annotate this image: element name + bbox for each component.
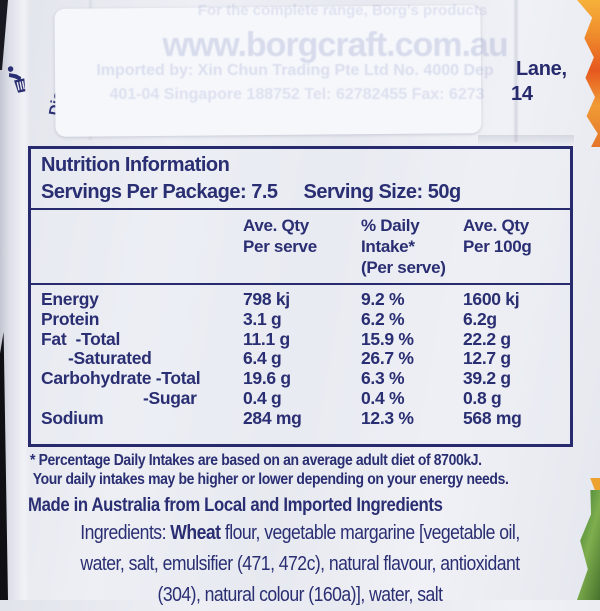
panel-title: Nutrition Information xyxy=(41,154,230,176)
table-row-energy: Energy 798 kj 9.2 % 1600 kj xyxy=(41,289,520,309)
flame-artwork xyxy=(577,0,600,147)
faded-print-website: www.borgcraft.com.au xyxy=(162,26,508,64)
nutrition-information-panel: Nutrition Information Servings Per Packa… xyxy=(28,146,573,447)
table-row-fat-total: Fat -Total 11.1 g 15.9 % 22.2 g xyxy=(41,328,511,349)
table-row-carbohydrate-sugar: -Sugar 0.4 g 0.4 % 0.8 g xyxy=(143,387,502,408)
table-row-carbohydrate-total: Carbohydrate -Total 19.6 g 6.3 % 39.2 g xyxy=(41,368,511,389)
faded-print-address: 401-04 Singapore 188752 Tel: 62782455 Fa… xyxy=(109,86,485,103)
artwork-orange-sliver xyxy=(590,478,600,498)
tidyman-icon xyxy=(3,62,32,101)
panel-header: Nutrition Information Servings Per Packa… xyxy=(31,149,570,208)
ingredients-line-3: (304), natural colour (160a)], water, sa… xyxy=(157,584,443,606)
package-fold-shadow xyxy=(478,135,574,146)
column-headers: Ave. Qty Per serve % Daily Intake* (Per … xyxy=(31,210,570,283)
column-header-spacer xyxy=(31,215,243,283)
daily-intake-footnote: * Percentage Daily Intakes are based on … xyxy=(30,451,570,489)
address-fragment-number: 14 xyxy=(511,83,533,105)
ingredients-label: Ingredients: xyxy=(80,522,166,544)
nutrient-rows: Energy 798 kj 9.2 % 1600 kj Protein 3.1 … xyxy=(31,285,570,429)
column-header-per-serve: Ave. Qty Per serve xyxy=(243,216,317,256)
table-row-sodium: Sodium 284 mg 12.3 % 568 mg xyxy=(41,407,522,428)
footnote-line-2: Your daily intakes may be higher or lowe… xyxy=(32,471,509,488)
table-row-protein: Protein 3.1 g 6.2 % 6.2g xyxy=(41,308,497,329)
faded-print-importer: Imported by: Xin Chun Trading Pte Ltd No… xyxy=(96,62,494,79)
ingredients-line-1: Ingredients: Wheat flour, vegetable marg… xyxy=(36,518,564,549)
origin-statement: Made in Australia from Local and Importe… xyxy=(28,495,443,516)
ingredients-line-2: water, salt, emulsifier (471, 472c), nat… xyxy=(80,553,520,575)
panel-divider xyxy=(31,208,570,210)
column-header-per-100g: Ave. Qty Per 100g xyxy=(463,216,532,256)
column-header-daily-intake: % Daily Intake* (Per serve) xyxy=(361,216,446,277)
table-row-fat-saturated: -Saturated 6.4 g 26.7 % 12.7 g xyxy=(68,348,511,369)
serving-size: Serving Size: 50g xyxy=(303,181,462,203)
ingredients-line-1-rest: flour, vegetable margarine [vegetable oi… xyxy=(224,522,520,544)
faded-print-top-line: For the complete range, Borg's products xyxy=(197,2,488,19)
package-crease xyxy=(513,0,519,142)
ingredients-list: Ingredients: Wheat flour, vegetable marg… xyxy=(0,518,600,611)
servings-per-package: Servings Per Package: 7.5 xyxy=(41,181,278,203)
servings-line: Servings Per Package: 7.5 Serving Size: … xyxy=(41,179,570,205)
package-edge-dark-bottom xyxy=(0,332,8,600)
package-edge-dark-top xyxy=(0,0,8,70)
footnote-line-1: * Percentage Daily Intakes are based on … xyxy=(30,452,482,469)
panel-divider xyxy=(31,283,570,285)
allergen-wheat: Wheat xyxy=(170,522,221,544)
address-fragment-lane: Lane, xyxy=(516,58,567,80)
